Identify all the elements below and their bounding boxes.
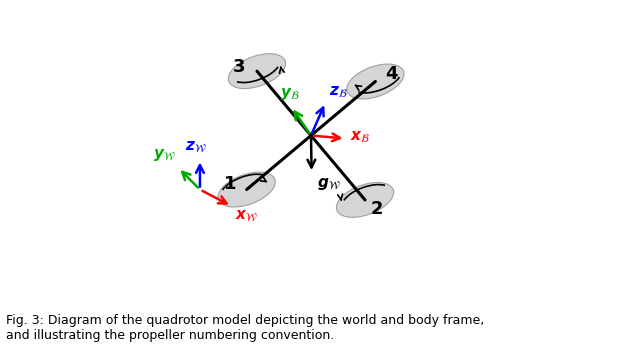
Ellipse shape <box>337 183 394 217</box>
Text: $\boldsymbol{z}_\mathcal{B}$: $\boldsymbol{z}_\mathcal{B}$ <box>329 85 348 100</box>
Text: 2: 2 <box>371 200 383 218</box>
Text: 4: 4 <box>386 65 398 83</box>
Text: $\boldsymbol{z}_\mathcal{W}$: $\boldsymbol{z}_\mathcal{W}$ <box>184 139 206 155</box>
Text: $\boldsymbol{y}_\mathcal{B}$: $\boldsymbol{y}_\mathcal{B}$ <box>280 86 300 101</box>
Ellipse shape <box>228 54 285 89</box>
Text: $\boldsymbol{y}_\mathcal{W}$: $\boldsymbol{y}_\mathcal{W}$ <box>152 148 175 164</box>
Text: $\boldsymbol{g}_\mathcal{W}$: $\boldsymbol{g}_\mathcal{W}$ <box>317 177 340 192</box>
Text: $\boldsymbol{x}_\mathcal{W}$: $\boldsymbol{x}_\mathcal{W}$ <box>235 208 259 224</box>
Ellipse shape <box>218 172 275 207</box>
Text: 1: 1 <box>224 175 236 193</box>
Ellipse shape <box>347 64 404 99</box>
Text: 3: 3 <box>233 58 245 76</box>
Text: Fig. 3: Diagram of the quadrotor model depicting the world and body frame,
and i: Fig. 3: Diagram of the quadrotor model d… <box>6 314 484 342</box>
Text: $\boldsymbol{x}_\mathcal{B}$: $\boldsymbol{x}_\mathcal{B}$ <box>350 130 370 146</box>
